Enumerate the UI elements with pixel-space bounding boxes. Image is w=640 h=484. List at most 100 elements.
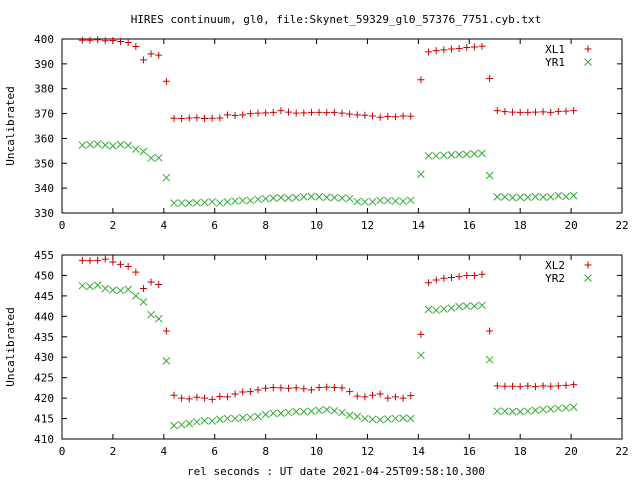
data-point xyxy=(330,108,338,116)
data-point xyxy=(439,305,448,313)
data-point xyxy=(239,388,247,396)
data-point-glyph xyxy=(439,305,448,313)
data-point xyxy=(239,111,247,119)
data-point xyxy=(78,256,86,264)
data-point xyxy=(417,330,425,338)
data-point-glyph xyxy=(322,193,331,202)
data-point xyxy=(376,113,384,121)
data-point-glyph xyxy=(509,382,517,390)
y-tick-label: 415 xyxy=(34,413,54,426)
data-point-glyph xyxy=(185,199,194,207)
data-point xyxy=(508,193,517,202)
data-point-glyph xyxy=(162,357,171,365)
y-tick-label: 360 xyxy=(34,132,54,145)
data-point-glyph xyxy=(455,273,463,281)
data-point xyxy=(285,108,293,116)
data-point-glyph xyxy=(493,192,502,201)
data-point xyxy=(254,195,262,204)
data-point xyxy=(262,109,270,117)
data-point-glyph xyxy=(353,392,361,400)
data-point-glyph xyxy=(516,193,525,202)
data-point-glyph xyxy=(269,108,277,116)
data-point-glyph xyxy=(417,330,425,338)
data-point xyxy=(338,194,346,202)
data-point xyxy=(478,149,486,158)
data-point-glyph xyxy=(569,191,578,200)
y-tick-label: 370 xyxy=(34,108,54,121)
x-tick-label: 14 xyxy=(412,219,426,232)
data-point-glyph xyxy=(501,407,509,416)
data-point-glyph xyxy=(208,417,217,425)
data-point-glyph xyxy=(562,381,570,389)
data-point-glyph xyxy=(485,171,494,180)
data-point xyxy=(501,192,509,201)
data-point-glyph xyxy=(391,393,399,401)
data-point xyxy=(417,351,425,360)
data-point xyxy=(376,390,384,398)
data-point-glyph xyxy=(447,273,455,281)
data-point-glyph xyxy=(432,276,440,284)
data-point xyxy=(231,414,239,423)
data-point xyxy=(383,196,392,205)
data-point xyxy=(478,42,486,50)
data-point-glyph xyxy=(554,191,563,200)
data-point-glyph xyxy=(170,114,178,122)
data-point-glyph xyxy=(147,50,155,58)
data-point xyxy=(447,304,456,313)
data-point-glyph xyxy=(501,108,509,116)
data-point-glyph xyxy=(147,154,155,162)
data-point-glyph xyxy=(284,408,293,417)
data-point xyxy=(307,192,316,201)
data-point-glyph xyxy=(523,407,532,416)
data-point-glyph xyxy=(117,37,125,45)
data-point-glyph xyxy=(109,36,117,44)
data-point-glyph xyxy=(338,408,346,417)
data-point xyxy=(369,112,377,120)
series-xl2 xyxy=(78,255,578,403)
data-point-glyph xyxy=(455,302,463,311)
data-point xyxy=(292,109,300,117)
data-point xyxy=(86,36,94,44)
data-point-glyph xyxy=(201,394,209,402)
data-point-glyph xyxy=(338,194,346,202)
data-point xyxy=(531,383,539,391)
data-point xyxy=(285,384,293,392)
data-point-glyph xyxy=(78,256,86,264)
data-point-glyph xyxy=(417,351,425,360)
data-point xyxy=(307,407,316,416)
y-tick-label: 340 xyxy=(34,182,54,195)
data-point-glyph xyxy=(531,383,539,391)
data-point-glyph xyxy=(254,386,262,394)
data-point-glyph xyxy=(215,199,224,207)
data-point xyxy=(330,383,338,391)
data-point-glyph xyxy=(399,414,407,423)
data-point-glyph xyxy=(208,114,216,122)
data-point xyxy=(485,355,494,364)
data-point xyxy=(185,199,194,207)
data-point-glyph xyxy=(516,108,524,116)
plot-frame xyxy=(61,38,623,214)
data-point-glyph xyxy=(432,47,440,55)
data-point xyxy=(470,43,478,51)
data-point xyxy=(307,386,315,394)
data-point xyxy=(330,193,339,202)
data-point xyxy=(78,36,86,44)
data-point-glyph xyxy=(193,114,201,122)
data-point-glyph xyxy=(315,108,323,116)
data-point-glyph xyxy=(109,258,117,266)
data-point xyxy=(447,45,455,53)
data-point xyxy=(523,193,532,202)
data-point-glyph xyxy=(78,141,87,149)
data-point xyxy=(193,198,201,207)
data-point xyxy=(147,310,155,319)
y-tick-label: 420 xyxy=(34,392,54,405)
y-tick-label: 330 xyxy=(34,207,54,220)
data-point-glyph xyxy=(330,383,338,391)
data-point-glyph xyxy=(269,194,278,202)
data-point xyxy=(162,357,171,365)
data-point-glyph xyxy=(201,115,209,123)
data-point-glyph xyxy=(455,44,463,52)
data-point-glyph xyxy=(478,149,486,158)
data-point xyxy=(455,302,463,311)
